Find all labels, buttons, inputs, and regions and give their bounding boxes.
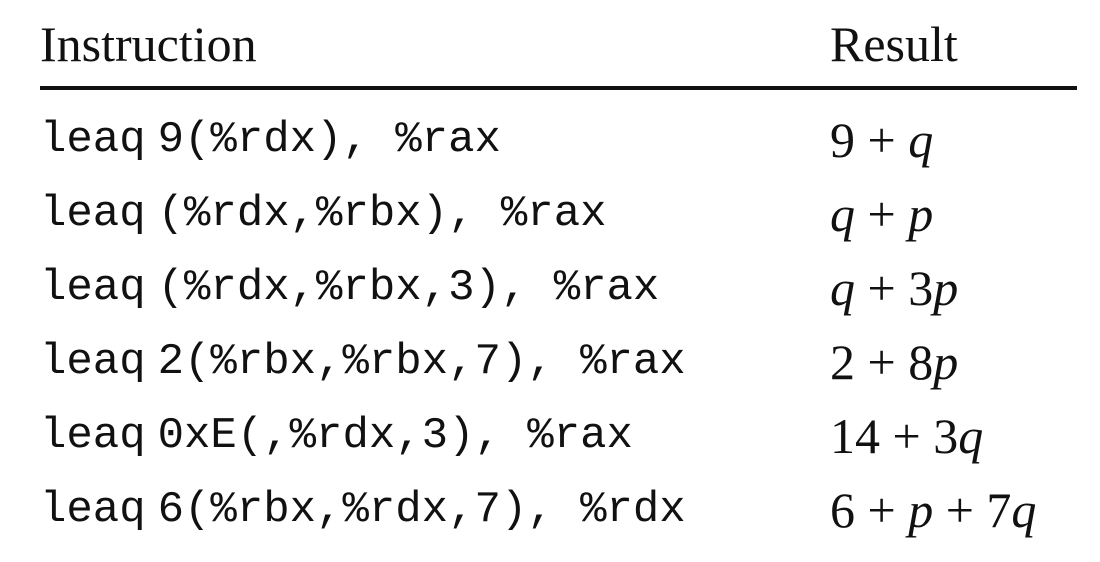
opcode: leaq <box>40 263 146 313</box>
result-cell: 2 + 8p <box>830 334 959 390</box>
result-cell: 9 + q <box>830 112 934 168</box>
table-body: leaq 9(%rdx), %rax 9 + q leaq (%rdx,%rbx),… <box>40 110 1077 554</box>
header-instruction: Instruction <box>40 16 257 72</box>
header-result: Result <box>830 16 958 72</box>
opcode: leaq <box>40 337 146 387</box>
table-row: leaq 2(%rbx,%rbx,7), %rax 2 + 8p <box>40 332 1077 406</box>
instruction-cell: leaq 6(%rbx,%rdx,7), %rdx <box>40 480 686 540</box>
table-row: leaq 0xE(,%rdx,3), %rax 14 + 3q <box>40 406 1077 480</box>
opcode: leaq <box>40 189 146 239</box>
table-row: leaq 6(%rbx,%rdx,7), %rdx 6 + p + 7q <box>40 480 1077 554</box>
opcode: leaq <box>40 485 146 535</box>
table-row: leaq 9(%rdx), %rax 9 + q <box>40 110 1077 184</box>
opcode: leaq <box>40 411 146 461</box>
instruction-cell: leaq 2(%rbx,%rbx,7), %rax <box>40 332 686 392</box>
table-row: leaq (%rdx,%rbx), %rax q + p <box>40 184 1077 258</box>
result-cell: q + 3p <box>830 260 959 316</box>
result-cell: 14 + 3q <box>830 408 984 464</box>
table-header: Instruction Result <box>40 0 1077 90</box>
operands: 6(%rbx,%rdx,7), %rdx <box>157 485 686 535</box>
opcode: leaq <box>40 115 146 165</box>
operands: 2(%rbx,%rbx,7), %rax <box>157 337 686 387</box>
instruction-cell: leaq 0xE(,%rdx,3), %rax <box>40 406 633 466</box>
header-rule <box>40 86 1077 90</box>
operands: (%rdx,%rbx), %rax <box>157 189 607 239</box>
instruction-table: Instruction Result leaq 9(%rdx), %rax 9 +… <box>40 0 1077 538</box>
table-row: leaq (%rdx,%rbx,3), %rax q + 3p <box>40 258 1077 332</box>
result-cell: 6 + p + 7q <box>830 482 1037 538</box>
instruction-cell: leaq (%rdx,%rbx,3), %rax <box>40 258 659 318</box>
result-cell: q + p <box>830 186 934 242</box>
operands: 0xE(,%rdx,3), %rax <box>157 411 633 461</box>
operands: 9(%rdx), %rax <box>157 115 501 165</box>
operands: (%rdx,%rbx,3), %rax <box>157 263 660 313</box>
instruction-cell: leaq 9(%rdx), %rax <box>40 110 501 170</box>
instruction-cell: leaq (%rdx,%rbx), %rax <box>40 184 607 244</box>
